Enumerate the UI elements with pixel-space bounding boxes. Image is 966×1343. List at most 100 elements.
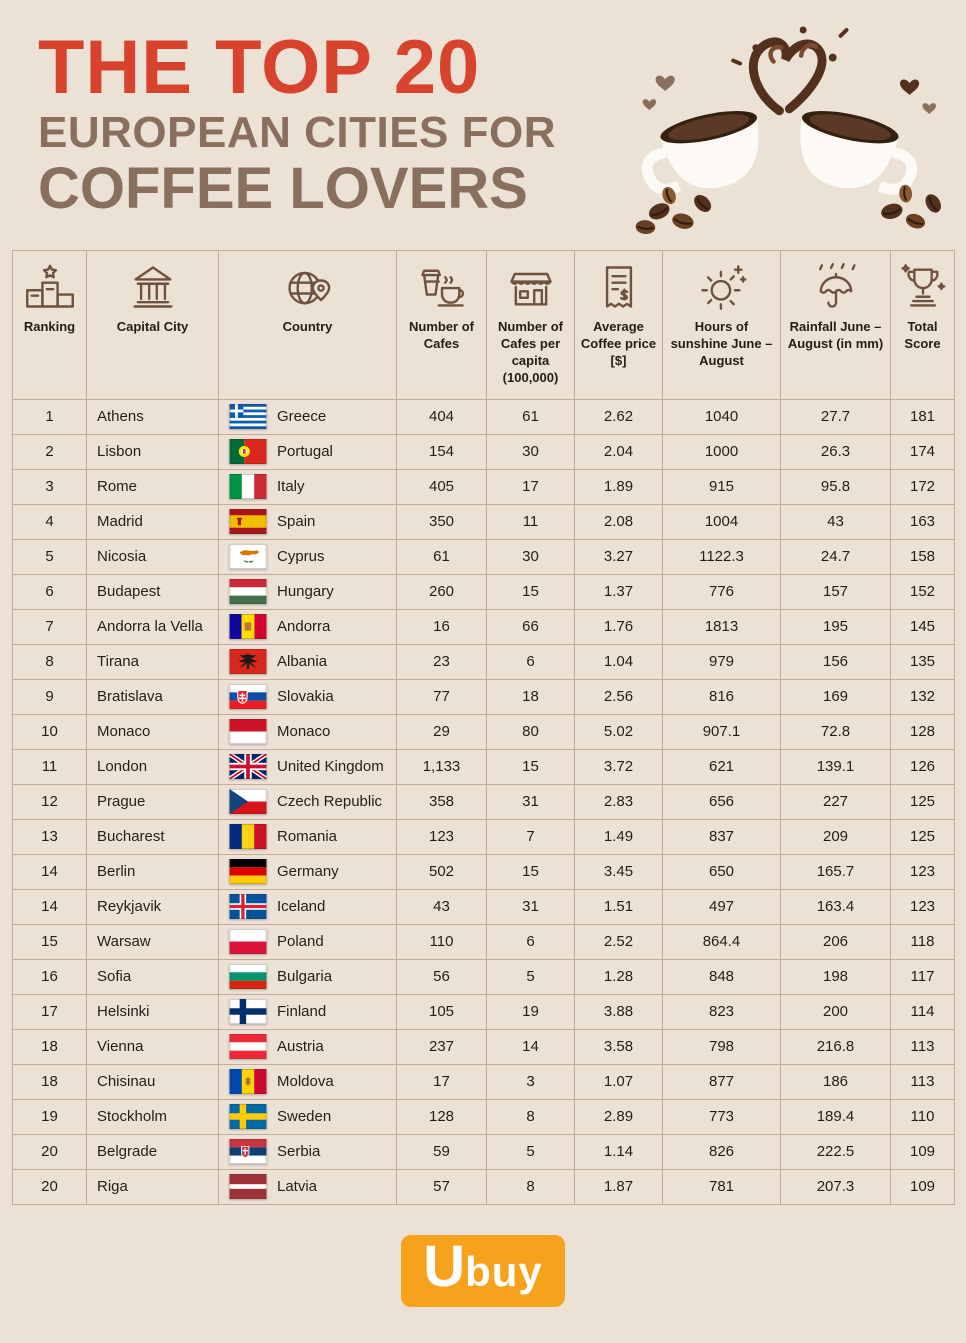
- score-cell: 132: [890, 678, 955, 715]
- flag-italy-icon: [229, 474, 267, 500]
- country-name: Latvia: [277, 1178, 318, 1196]
- sunshine-cell: 798: [662, 1028, 781, 1065]
- cafes-per-capita-cell: 15: [486, 853, 575, 890]
- left-cup-icon: [641, 110, 759, 195]
- city-cell: Warsaw: [86, 923, 219, 960]
- country-name: Poland: [277, 933, 324, 951]
- price-cell: 3.58: [574, 1028, 663, 1065]
- price-cell: 3.27: [574, 538, 663, 575]
- rank-cell: 14: [12, 888, 87, 925]
- country-name: Greece: [277, 408, 327, 426]
- score-cell: 123: [890, 853, 955, 890]
- city-cell: Lisbon: [86, 433, 219, 470]
- price-cell: 3.72: [574, 748, 663, 785]
- table-row: 16 Sofia Bulgaria 56 5 1.28 848 198 117: [12, 958, 955, 995]
- score-cell: 158: [890, 538, 955, 575]
- price-cell: 1.89: [574, 468, 663, 505]
- sunshine-cell: 650: [662, 853, 781, 890]
- rainfall-cell: 139.1: [780, 748, 891, 785]
- column-label: Capital City: [116, 319, 189, 334]
- cafes-per-capita-cell: 8: [486, 1098, 575, 1135]
- country-name: Portugal: [277, 443, 333, 461]
- table-row: 3 Rome Italy 405 17 1.89 915 95.8 172: [12, 468, 955, 505]
- cafes-cell: 405: [396, 468, 487, 505]
- city-cell: Riga: [86, 1168, 219, 1205]
- column-hours-of-sunshine: Hours of sunshine June – August: [662, 250, 781, 400]
- price-cell: 1.37: [574, 573, 663, 610]
- country-cell: Slovakia: [218, 678, 397, 715]
- flag-hungary-icon: [229, 579, 267, 605]
- rank-cell: 3: [12, 468, 87, 505]
- rainfall-cell: 186: [780, 1063, 891, 1100]
- city-cell: Prague: [86, 783, 219, 820]
- price-cell: 1.04: [574, 643, 663, 680]
- cafes-per-capita-cell: 30: [486, 433, 575, 470]
- country-cell: Sweden: [218, 1098, 397, 1135]
- ubuy-logo: U buy: [401, 1234, 565, 1308]
- city-cell: Berlin: [86, 853, 219, 890]
- table-row: 12 Prague Czech Republic 358 31 2.83 656 227 125: [12, 783, 955, 820]
- cafes-per-capita-cell: 5: [486, 1133, 575, 1170]
- city-cell: Bucharest: [86, 818, 219, 855]
- sunshine-cell: 823: [662, 993, 781, 1030]
- rank-cell: 11: [12, 748, 87, 785]
- table-row: 1 Athens Greece 404 61 2.62 1040 27.7 181: [12, 398, 955, 435]
- cafes-cell: 110: [396, 923, 487, 960]
- sunshine-cell: 656: [662, 783, 781, 820]
- flag-romania-icon: [229, 824, 267, 850]
- cafes-cell: 17: [396, 1063, 487, 1100]
- sunshine-cell: 497: [662, 888, 781, 925]
- table-row: 14 Reykjavik Iceland 43 31 1.51 497 163.4 123: [12, 888, 955, 925]
- country-name: Hungary: [277, 583, 334, 601]
- rainfall-cell: 195: [780, 608, 891, 645]
- cafes-cell: 154: [396, 433, 487, 470]
- price-cell: 2.08: [574, 503, 663, 540]
- sunshine-cell: 781: [662, 1168, 781, 1205]
- rank-cell: 20: [12, 1168, 87, 1205]
- flag-albania-icon: [229, 649, 267, 675]
- country-cell: Italy: [218, 468, 397, 505]
- cafes-cell: 1,133: [396, 748, 487, 785]
- footer: U buy: [12, 1234, 954, 1308]
- price-cell: 2.89: [574, 1098, 663, 1135]
- flag-monaco-icon: [229, 719, 267, 745]
- score-cell: 118: [890, 923, 955, 960]
- heart-icon: [642, 75, 936, 114]
- country-cell: Latvia: [218, 1168, 397, 1205]
- table-row: 9 Bratislava Slovakia 77 18 2.56 816 169 132: [12, 678, 955, 715]
- sunshine-cell: 915: [662, 468, 781, 505]
- table-row: 8 Tirana Albania 23 6 1.04 979 156 135: [12, 643, 955, 680]
- price-cell: 2.83: [574, 783, 663, 820]
- table-row: 13 Bucharest Romania 123 7 1.49 837 209 125: [12, 818, 955, 855]
- column-number-of-cafes: Number of Cafes: [396, 250, 487, 400]
- sunshine-cell: 837: [662, 818, 781, 855]
- flag-bulgaria-icon: [229, 964, 267, 990]
- column-label: Ranking: [23, 319, 76, 334]
- city-cell: Sofia: [86, 958, 219, 995]
- country-cell: Greece: [218, 398, 397, 435]
- cafes-per-capita-cell: 8: [486, 1168, 575, 1205]
- score-cell: 113: [890, 1028, 955, 1065]
- coffee-cups-illustration: [608, 16, 948, 248]
- right-cup-icon: [800, 110, 918, 195]
- table-row: 14 Berlin Germany 502 15 3.45 650 165.7 123: [12, 853, 955, 890]
- header: THE TOP 20 EUROPEAN CITIES FOR COFFEE LO…: [12, 14, 954, 244]
- score-cell: 113: [890, 1063, 955, 1100]
- country-cell: United Kingdom: [218, 748, 397, 785]
- rainfall-cell: 198: [780, 958, 891, 995]
- score-cell: 135: [890, 643, 955, 680]
- country-cell: Portugal: [218, 433, 397, 470]
- umbrella-rain-icon: [818, 263, 856, 308]
- city-cell: Rome: [86, 468, 219, 505]
- rainfall-cell: 163.4: [780, 888, 891, 925]
- cafes-per-capita-cell: 31: [486, 783, 575, 820]
- cafes-cell: 237: [396, 1028, 487, 1065]
- column-country: Country: [218, 250, 397, 400]
- country-cell: Andorra: [218, 608, 397, 645]
- flag-uk-icon: [228, 752, 268, 781]
- price-cell: 1.49: [574, 818, 663, 855]
- column-label: Total Score: [904, 319, 941, 351]
- sunshine-cell: 826: [662, 1133, 781, 1170]
- cafes-cell: 128: [396, 1098, 487, 1135]
- sun-icon: [700, 265, 746, 310]
